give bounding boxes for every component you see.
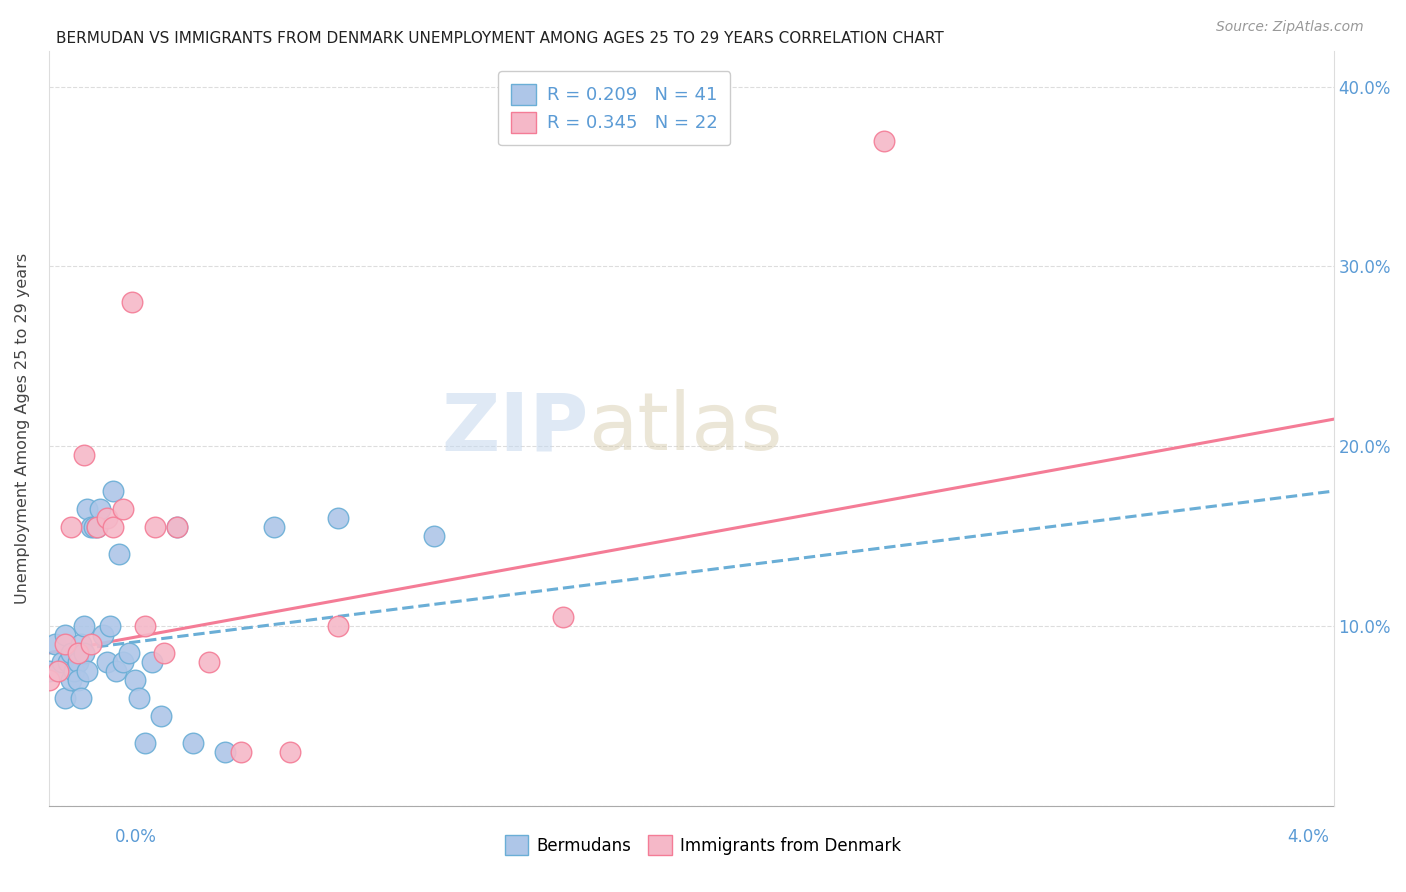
Point bbox=[108, 547, 131, 561]
Point bbox=[51, 655, 73, 669]
Text: Source: ZipAtlas.com: Source: ZipAtlas.com bbox=[1216, 20, 1364, 34]
Point bbox=[198, 655, 221, 669]
Point bbox=[86, 520, 108, 534]
Point bbox=[38, 673, 60, 687]
Point bbox=[96, 655, 118, 669]
Point bbox=[153, 646, 176, 660]
Point bbox=[93, 628, 115, 642]
Point bbox=[66, 673, 89, 687]
Point bbox=[181, 736, 204, 750]
Point bbox=[551, 610, 574, 624]
Point bbox=[66, 646, 89, 660]
Point bbox=[101, 520, 124, 534]
Point bbox=[60, 520, 83, 534]
Point bbox=[73, 448, 96, 462]
Point bbox=[214, 745, 236, 759]
Point bbox=[48, 664, 70, 678]
Point bbox=[150, 708, 173, 723]
Point bbox=[134, 619, 156, 633]
Point bbox=[53, 637, 76, 651]
Point bbox=[111, 502, 134, 516]
Point bbox=[53, 690, 76, 705]
Point bbox=[79, 637, 101, 651]
Text: 4.0%: 4.0% bbox=[1286, 828, 1329, 846]
Point bbox=[63, 664, 86, 678]
Point bbox=[66, 655, 89, 669]
Y-axis label: Unemployment Among Ages 25 to 29 years: Unemployment Among Ages 25 to 29 years bbox=[15, 252, 30, 604]
Point bbox=[326, 619, 349, 633]
Text: 0.0%: 0.0% bbox=[115, 828, 157, 846]
Point bbox=[873, 134, 896, 148]
Point bbox=[143, 520, 166, 534]
Point bbox=[76, 502, 98, 516]
Point bbox=[96, 511, 118, 525]
Point bbox=[105, 664, 128, 678]
Point bbox=[326, 511, 349, 525]
Point bbox=[83, 520, 105, 534]
Point bbox=[76, 664, 98, 678]
Text: BERMUDAN VS IMMIGRANTS FROM DENMARK UNEMPLOYMENT AMONG AGES 25 TO 29 YEARS CORRE: BERMUDAN VS IMMIGRANTS FROM DENMARK UNEM… bbox=[56, 31, 943, 46]
Point bbox=[89, 502, 111, 516]
Point bbox=[73, 646, 96, 660]
Point bbox=[60, 646, 83, 660]
Point bbox=[231, 745, 253, 759]
Point bbox=[128, 690, 150, 705]
Point bbox=[278, 745, 301, 759]
Point bbox=[141, 655, 163, 669]
Legend: R = 0.209   N = 41, R = 0.345   N = 22: R = 0.209 N = 41, R = 0.345 N = 22 bbox=[498, 71, 730, 145]
Point bbox=[70, 637, 93, 651]
Point bbox=[121, 295, 143, 310]
Text: ZIP: ZIP bbox=[441, 389, 588, 467]
Point bbox=[124, 673, 146, 687]
Point bbox=[53, 628, 76, 642]
Legend: Bermudans, Immigrants from Denmark: Bermudans, Immigrants from Denmark bbox=[498, 829, 908, 862]
Point bbox=[166, 520, 188, 534]
Point bbox=[48, 664, 70, 678]
Point bbox=[86, 520, 108, 534]
Point bbox=[44, 637, 66, 651]
Point bbox=[118, 646, 141, 660]
Text: atlas: atlas bbox=[588, 389, 783, 467]
Point bbox=[166, 520, 188, 534]
Point bbox=[70, 690, 93, 705]
Point bbox=[134, 736, 156, 750]
Point bbox=[98, 619, 121, 633]
Point bbox=[79, 520, 101, 534]
Point bbox=[60, 673, 83, 687]
Point bbox=[38, 664, 60, 678]
Point bbox=[263, 520, 285, 534]
Point bbox=[73, 619, 96, 633]
Point bbox=[101, 484, 124, 499]
Point bbox=[56, 655, 79, 669]
Point bbox=[111, 655, 134, 669]
Point bbox=[423, 529, 446, 543]
